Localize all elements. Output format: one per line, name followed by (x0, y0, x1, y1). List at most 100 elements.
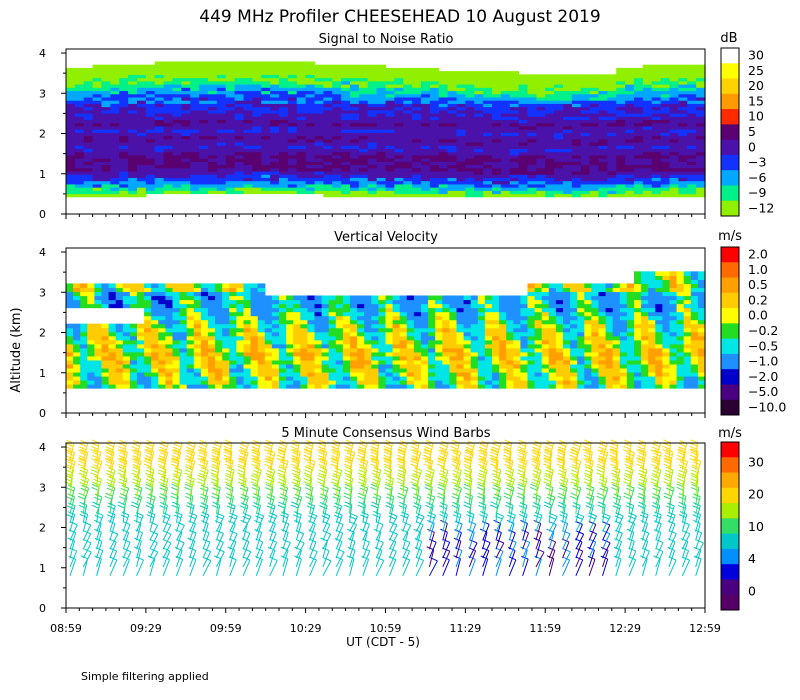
snr-cell (669, 71, 679, 75)
velocity-cell (477, 355, 486, 361)
velocity-cell (293, 367, 301, 373)
velocity-cell (186, 319, 195, 325)
snr-cell (563, 174, 573, 178)
velocity-cell (222, 315, 230, 321)
snr-cell (509, 174, 520, 178)
velocity-cell (463, 384, 472, 389)
velocity-cell (513, 380, 521, 385)
snr-cell (323, 67, 333, 72)
velocity-cell (243, 315, 252, 321)
velocity-cell (641, 380, 649, 385)
snr-cell (225, 145, 236, 150)
velocity-cell (300, 319, 308, 325)
snr-cell (83, 129, 94, 133)
snr-cell (492, 183, 502, 188)
snr-cell (678, 151, 688, 156)
velocity-cell (279, 359, 287, 365)
snr-cell (110, 170, 120, 175)
snr-cell (403, 80, 413, 85)
snr-cell (119, 180, 129, 185)
snr-cell (314, 116, 324, 121)
snr-cell (421, 93, 431, 98)
velocity-cell (151, 371, 159, 377)
snr-cell (545, 77, 555, 82)
snr-cell (92, 67, 103, 72)
velocity-cell (222, 359, 230, 365)
snr-cell (438, 174, 449, 178)
velocity-cell (428, 303, 436, 309)
velocity-cell (484, 363, 493, 369)
velocity-cell (87, 363, 95, 369)
snr-cell (403, 103, 413, 108)
snr-cell (412, 151, 422, 156)
snr-cell (314, 170, 324, 175)
snr-cell (429, 154, 440, 159)
velocity-cell (94, 331, 103, 337)
velocity-cell (350, 384, 358, 389)
velocity-cell (364, 371, 372, 377)
velocity-cell (591, 335, 600, 341)
velocity-cell (264, 355, 273, 361)
velocity-cell (101, 335, 110, 341)
snr-cell (66, 135, 76, 140)
snr-cell (296, 61, 307, 66)
velocity-cell (94, 283, 103, 289)
velocity-cell (499, 363, 507, 369)
snr-cell (474, 190, 484, 195)
velocity-cell (158, 359, 166, 365)
snr-cell (563, 109, 573, 114)
snr-cell (119, 87, 129, 92)
snr-cell (332, 170, 342, 175)
snr-cell (199, 84, 209, 88)
snr-cell (483, 125, 493, 130)
snr-cell (678, 193, 688, 198)
snr-cell (412, 154, 422, 159)
snr-cell (181, 141, 191, 146)
snr-cell (545, 74, 555, 79)
velocity-cell (87, 367, 95, 373)
velocity-cell (619, 359, 628, 365)
velocity-cell (584, 283, 592, 289)
snr-cell (421, 77, 431, 82)
snr-cell (199, 74, 209, 79)
snr-cell (563, 100, 573, 104)
snr-cell (341, 180, 351, 185)
velocity-cell (151, 359, 159, 365)
snr-cell (589, 116, 600, 121)
velocity-cell (115, 355, 124, 361)
snr-cell (616, 112, 626, 117)
snr-cell (208, 96, 218, 101)
snr-cell (323, 151, 333, 156)
snr-cell (270, 170, 280, 175)
snr-cell (483, 177, 493, 182)
velocity-cell (300, 363, 308, 369)
snr-cell (447, 84, 458, 88)
snr-cell (474, 71, 484, 75)
velocity-cell (541, 371, 550, 377)
snr-cell (580, 116, 591, 121)
velocity-cell (293, 375, 301, 381)
snr-cell (154, 177, 165, 182)
snr-cell (74, 148, 85, 153)
velocity-cell (215, 331, 223, 337)
snr-cell (305, 154, 316, 159)
velocity-cell (186, 283, 195, 289)
velocity-cell (144, 384, 152, 389)
snr-cell (509, 167, 520, 172)
snr-cell (589, 164, 600, 169)
snr-cell (518, 161, 529, 166)
velocity-cell (101, 299, 110, 305)
snr-cell (394, 129, 404, 133)
snr-cell (492, 87, 502, 92)
snr-cell (323, 77, 333, 82)
velocity-cell (129, 287, 138, 293)
snr-cell (696, 116, 706, 121)
snr-cell (225, 158, 236, 162)
velocity-cell (449, 331, 458, 337)
snr-cell (145, 64, 156, 69)
snr-cell (651, 93, 662, 98)
velocity-cell (378, 315, 387, 321)
snr-cell (216, 96, 227, 101)
snr-cell (394, 90, 404, 95)
snr-cell (216, 90, 227, 95)
